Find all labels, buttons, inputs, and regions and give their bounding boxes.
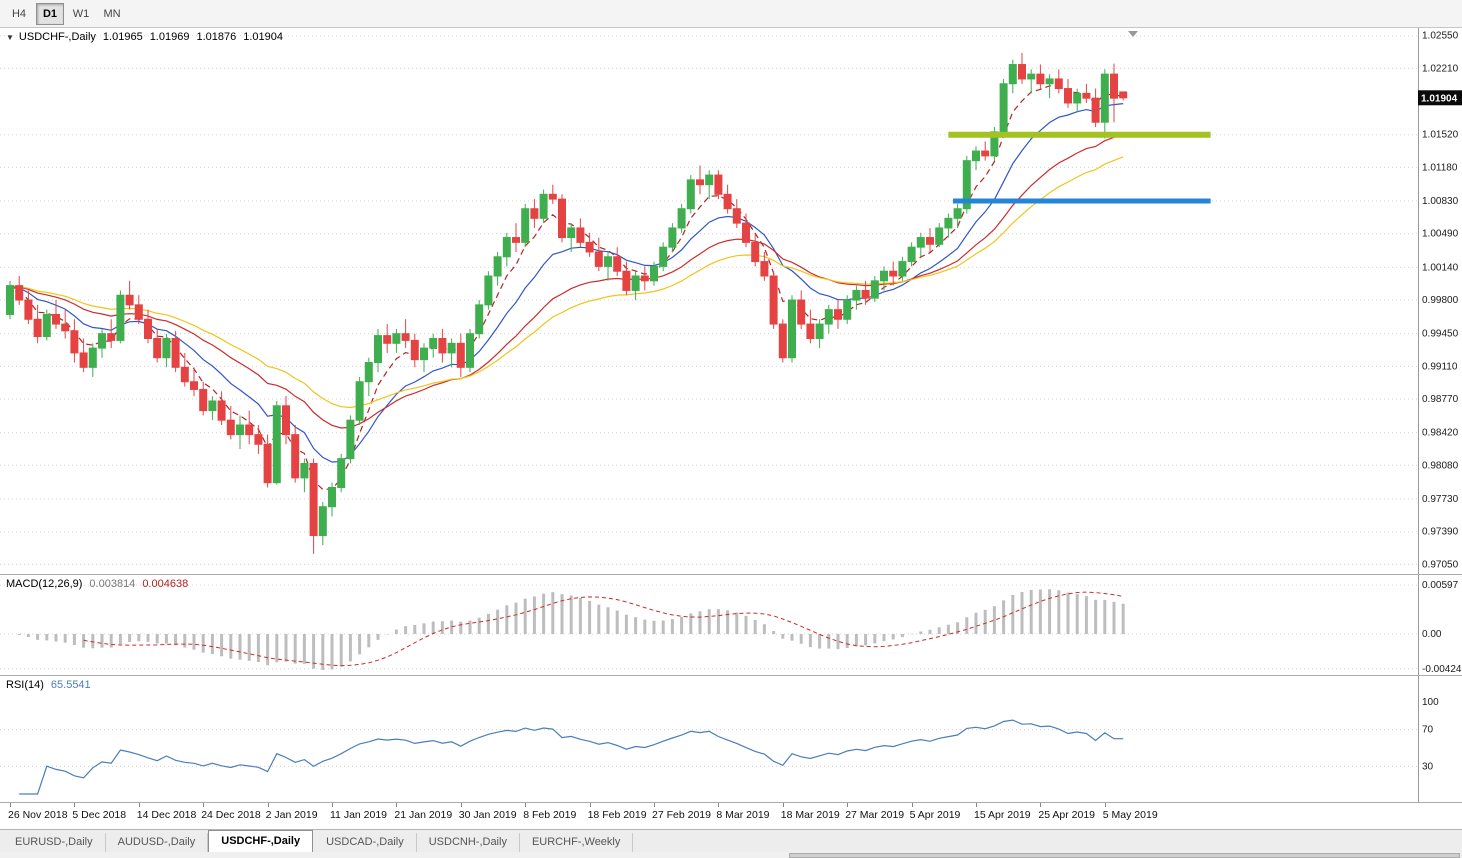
- price-axis-label: 1.00830: [1422, 196, 1459, 207]
- time-axis-tick: [460, 803, 462, 807]
- date-label: 5 Apr 2019: [909, 809, 961, 821]
- time-axis-tick: [911, 803, 913, 807]
- time-axis-tick: [203, 803, 205, 807]
- time-axis-tick: [589, 803, 591, 807]
- time-axis-tick: [332, 803, 333, 807]
- main-chart-panel: 1.02550 1.02210 1.01520 1.01180 1.00830 1.004…: [0, 28, 1462, 574]
- ma-yellow: [9, 156, 1124, 409]
- time-axis-tick: [847, 803, 849, 807]
- chart-tab-usdchf-daily[interactable]: USDCHF-,Daily: [208, 830, 314, 852]
- date-label: 14 Dec 2018: [136, 809, 197, 821]
- current-price-tag: 1.01904: [1418, 90, 1462, 106]
- ma-fast-dashed: [9, 85, 1124, 491]
- price-axis-label: 0.98080: [1422, 460, 1459, 471]
- price-axis-label: 0.97390: [1422, 527, 1459, 538]
- timeframe-button-h4[interactable]: H4: [11, 7, 27, 20]
- main-chart[interactable]: 1.02550 1.02210 1.01520 1.01180 1.00830 1.004…: [0, 28, 1462, 574]
- macd-panel: 0.00597 0.00 -0.00424 MACD(12,26,9) 0.0038…: [0, 574, 1462, 675]
- macd-chart[interactable]: 0.00597 0.00 -0.00424: [0, 575, 1462, 675]
- time-axis-tick: [525, 803, 527, 807]
- rsi-axis-label: 100: [1422, 697, 1439, 708]
- date-label: 15 Apr 2019: [974, 809, 1031, 821]
- chart-area: 1.02550 1.02210 1.01520 1.01180 1.00830 1.004…: [0, 28, 1462, 829]
- time-axis-tick: [10, 803, 11, 807]
- moving-averages-layer: [9, 85, 1124, 491]
- price-axis-label: 0.98420: [1422, 428, 1459, 439]
- time-axis-tick: [976, 803, 977, 807]
- date-label: 24 Dec 2018: [201, 809, 261, 821]
- date-label: 2 Jan 2019: [265, 809, 318, 821]
- date-label: 11 Jan 2019: [330, 809, 388, 821]
- time-axis[interactable]: 26 Nov 2018 5 Dec 2018 14 Dec 2018 24 Dec 2…: [0, 802, 1462, 829]
- time-axis-tick: [1104, 803, 1106, 807]
- chart-tab-audusd-daily[interactable]: AUDUSD-,Daily: [106, 833, 209, 852]
- macd-axis-label: 0.00: [1422, 629, 1442, 640]
- price-axis-label: 1.00140: [1422, 262, 1459, 273]
- horizontal-scrollbar: [0, 852, 1462, 858]
- time-axis-tick: [654, 803, 655, 807]
- price-axis-label: 0.97730: [1422, 494, 1459, 505]
- time-axis-tick: [267, 803, 269, 807]
- price-axis-label: 0.99800: [1422, 295, 1459, 306]
- price-axis-label: 1.01520: [1422, 130, 1459, 141]
- chart-tab-eurusd-daily[interactable]: EURUSD-,Daily: [3, 833, 106, 852]
- price-axis-label: 1.02210: [1422, 63, 1459, 74]
- time-axis-tick: [718, 803, 720, 807]
- price-axis-label: 0.97050: [1422, 559, 1459, 570]
- rsi-line: [19, 719, 1124, 795]
- svg-text:1.01904: 1.01904: [1421, 93, 1458, 104]
- time-axis-tick: [74, 803, 76, 807]
- chart-tab-usdcad-daily[interactable]: USDCAD-,Daily: [314, 833, 417, 852]
- time-axis-tick: [1040, 803, 1042, 807]
- price-axis-label: 0.98770: [1422, 394, 1459, 405]
- time-axis-tick: [138, 803, 140, 807]
- macd-axis-label: -0.00424: [1422, 664, 1462, 675]
- price-grid: [0, 35, 1418, 565]
- timeframe-button-mn[interactable]: MN: [103, 7, 121, 20]
- time-axis-tick: [782, 803, 784, 807]
- price-axis[interactable]: 1.02550 1.02210 1.01520 1.01180 1.00830 1.004…: [1422, 31, 1459, 571]
- date-label: 8 Feb 2019: [523, 809, 577, 821]
- price-axis-label: 1.00490: [1422, 229, 1459, 240]
- chart-tabs-bar: EURUSD-,Daily AUDUSD-,Daily USDCHF-,Daily U…: [0, 829, 1462, 852]
- timeframe-toolbar: H4 D1 W1 MN: [0, 0, 1462, 28]
- price-axis-label: 1.01180: [1422, 162, 1458, 173]
- macd-histogram: [17, 589, 1125, 671]
- date-label: 5 Dec 2018: [72, 809, 127, 821]
- date-label: 26 Nov 2018: [8, 809, 68, 821]
- date-label: 30 Jan 2019: [458, 809, 517, 821]
- rsi-axis-label: 70: [1422, 725, 1434, 736]
- date-label: 18 Mar 2019: [780, 809, 840, 821]
- date-label: 21 Jan 2019: [394, 809, 453, 821]
- date-label: 5 May 2019: [1102, 809, 1158, 821]
- date-label: 27 Feb 2019: [652, 809, 711, 821]
- chart-tab-eurchf-weekly[interactable]: EURCHF-,Weekly: [520, 833, 634, 852]
- macd-signal-line: [83, 591, 1124, 667]
- scrollbar-thumb[interactable]: [789, 853, 1460, 858]
- date-label: 25 Apr 2019: [1038, 809, 1096, 821]
- ma-red: [9, 133, 1124, 429]
- price-axis-label: 1.02550: [1422, 31, 1459, 42]
- rsi-panel: 100 70 30 RSI(14) 65.5541: [0, 675, 1462, 802]
- candles-layer: [6, 52, 1128, 554]
- date-label: 18 Feb 2019: [587, 809, 647, 821]
- price-axis-label: 0.99450: [1422, 329, 1459, 340]
- timeframe-button-d1[interactable]: D1: [36, 2, 64, 25]
- rsi-chart[interactable]: 100 70 30: [0, 676, 1462, 802]
- timeframe-button-w1[interactable]: W1: [72, 7, 90, 20]
- macd-grid: 0.00597 0.00 -0.00424: [0, 580, 1462, 675]
- macd-axis-label: 0.00597: [1422, 580, 1459, 591]
- rsi-grid: 100 70 30: [0, 697, 1439, 772]
- date-label: 8 Mar 2019: [716, 809, 770, 821]
- chart-shift-marker-icon[interactable]: [1128, 31, 1138, 37]
- date-label: 27 Mar 2019: [845, 809, 905, 821]
- rsi-axis-label: 30: [1422, 761, 1434, 772]
- time-axis-tick: [396, 803, 398, 807]
- price-axis-label: 0.99110: [1422, 361, 1458, 372]
- chart-tab-usdcnh-daily[interactable]: USDCNH-,Daily: [417, 833, 520, 852]
- ma-blue: [9, 103, 1124, 463]
